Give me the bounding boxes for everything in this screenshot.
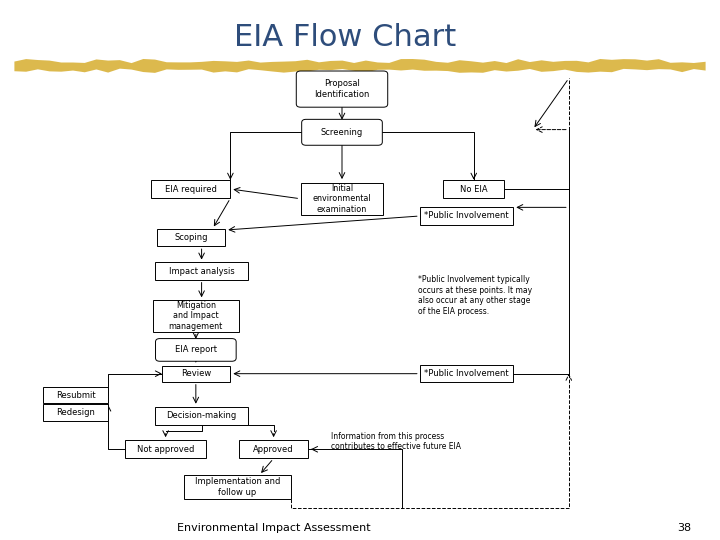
FancyBboxPatch shape	[153, 300, 239, 332]
FancyBboxPatch shape	[157, 229, 225, 246]
Text: Screening: Screening	[321, 128, 363, 137]
FancyBboxPatch shape	[420, 365, 513, 382]
FancyBboxPatch shape	[162, 366, 230, 382]
FancyBboxPatch shape	[444, 180, 504, 198]
Text: 38: 38	[677, 523, 691, 533]
FancyBboxPatch shape	[151, 180, 230, 198]
FancyBboxPatch shape	[239, 440, 308, 458]
Text: Mitigation
and Impact
management: Mitigation and Impact management	[168, 301, 223, 331]
Polygon shape	[14, 59, 706, 73]
FancyBboxPatch shape	[184, 475, 291, 499]
Text: Proposal
Identification: Proposal Identification	[315, 79, 369, 99]
Text: Resubmit: Resubmit	[55, 391, 96, 400]
Text: Decision-making: Decision-making	[166, 411, 237, 420]
Text: EIA Flow Chart: EIA Flow Chart	[235, 23, 456, 52]
Text: Scoping: Scoping	[174, 233, 207, 242]
FancyBboxPatch shape	[302, 119, 382, 145]
Text: *Public Involvement: *Public Involvement	[424, 369, 509, 378]
Text: Initial
environmental
examination: Initial environmental examination	[312, 184, 372, 214]
FancyBboxPatch shape	[155, 407, 248, 425]
Text: Impact analysis: Impact analysis	[168, 267, 235, 275]
FancyBboxPatch shape	[125, 440, 206, 458]
FancyBboxPatch shape	[155, 262, 248, 280]
Text: EIA report: EIA report	[175, 346, 217, 354]
Text: *Public Involvement typically
occurs at these points. It may
also occur at any o: *Public Involvement typically occurs at …	[418, 275, 532, 315]
FancyBboxPatch shape	[156, 339, 236, 361]
Text: No EIA: No EIA	[460, 185, 487, 193]
FancyBboxPatch shape	[297, 71, 387, 107]
FancyBboxPatch shape	[43, 387, 108, 403]
Text: Approved: Approved	[253, 445, 294, 454]
Text: Information from this process
contributes to effective future EIA: Information from this process contribute…	[331, 432, 462, 451]
Text: Not approved: Not approved	[137, 445, 194, 454]
Text: EIA required: EIA required	[165, 185, 217, 193]
Text: *Public Involvement: *Public Involvement	[424, 212, 509, 220]
Text: Environmental Impact Assessment: Environmental Impact Assessment	[177, 523, 370, 533]
Text: Redesign: Redesign	[56, 408, 95, 417]
Text: Implementation and
follow up: Implementation and follow up	[195, 477, 280, 497]
FancyBboxPatch shape	[420, 207, 513, 225]
Text: Review: Review	[181, 369, 211, 378]
FancyBboxPatch shape	[301, 183, 383, 215]
FancyBboxPatch shape	[43, 404, 108, 421]
